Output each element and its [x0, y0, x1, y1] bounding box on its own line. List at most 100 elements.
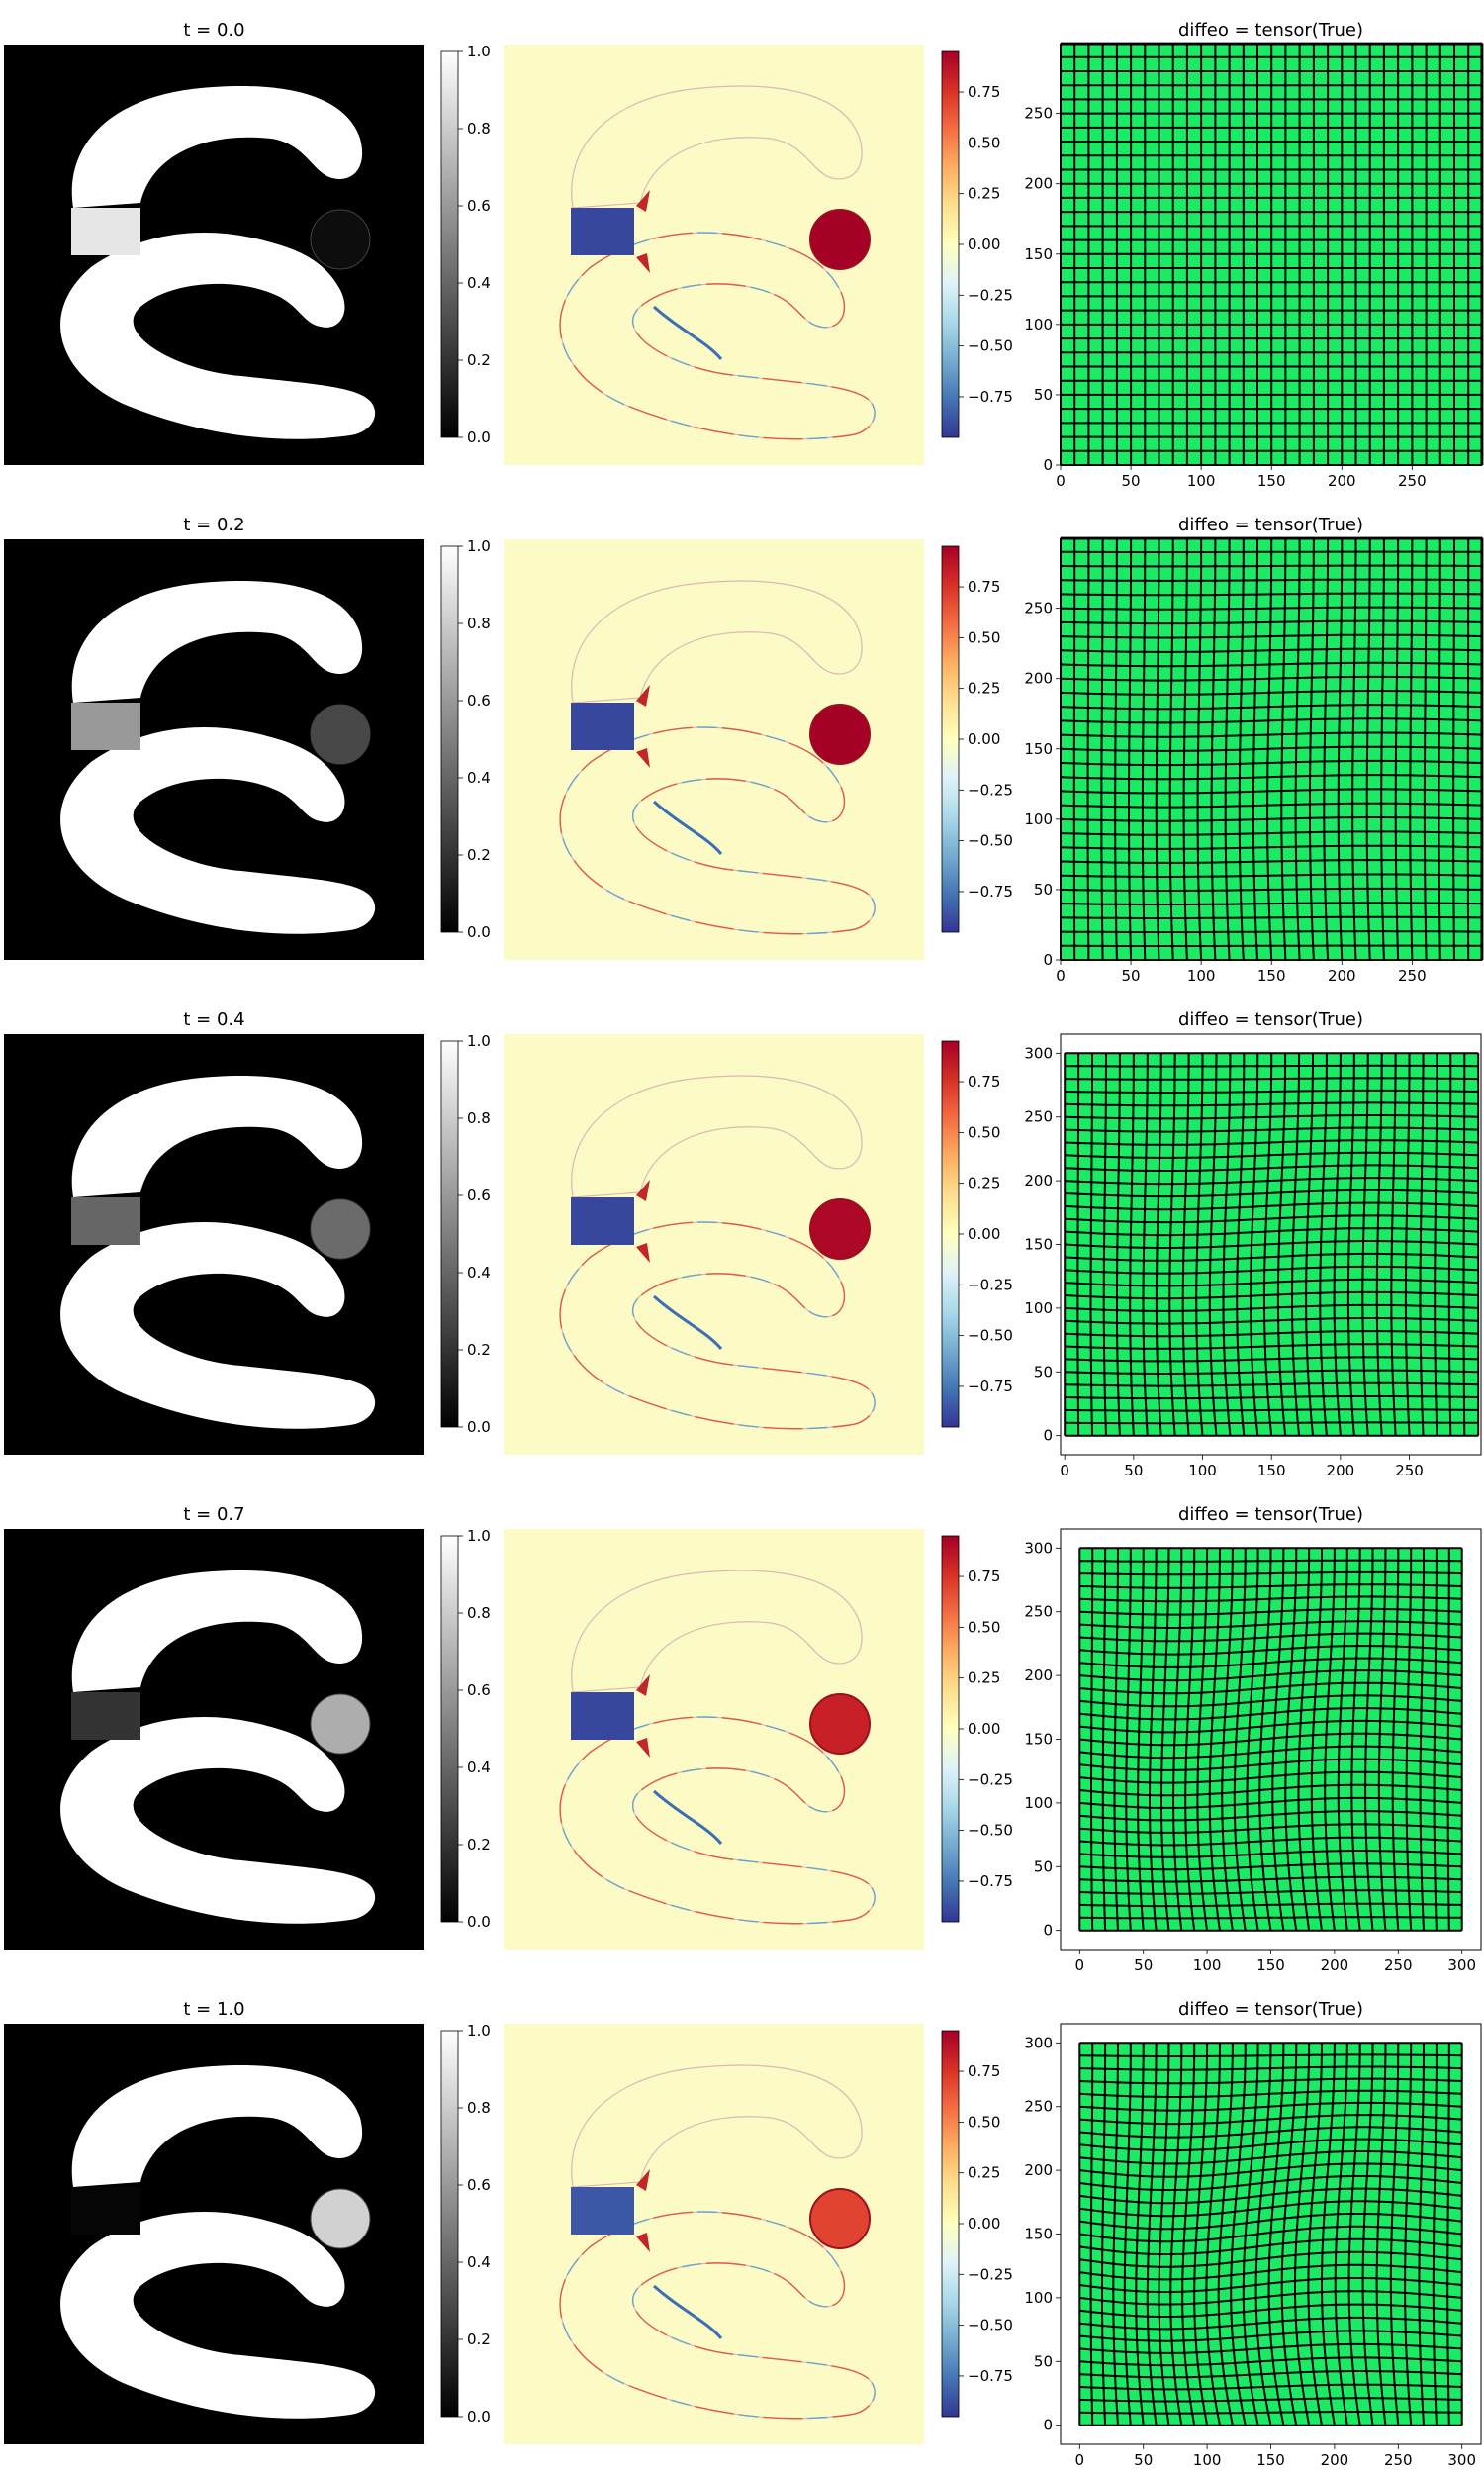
grid-line-horizontal: [1079, 2077, 1462, 2085]
y-tick-label: 200: [1024, 2161, 1053, 2179]
grid-line-vertical: [1452, 537, 1455, 961]
grid-line-horizontal: [1065, 1421, 1479, 1425]
intensity-panel-1: [4, 539, 424, 960]
bridge-edge-red: [636, 190, 650, 273]
x-tick-label: 0: [1075, 1956, 1085, 1974]
colorbar-tick-label: −0.25: [968, 781, 1013, 799]
difference-panel-0: [504, 45, 924, 465]
grid-line-vertical: [1447, 1053, 1452, 1436]
grid-axes-frame: [1060, 538, 1482, 961]
blue-streak: [653, 2284, 723, 2339]
colorbar-tick-label: 0.2: [467, 846, 491, 864]
y-tick-label: 250: [1024, 1603, 1053, 1621]
colorbar-gradient: [440, 1040, 459, 1428]
grid-title-1: diffeo = tensor(True): [1178, 515, 1363, 535]
y-tick-label: 0: [1043, 1427, 1053, 1445]
x-tick-label: 150: [1256, 1956, 1285, 1974]
y-tick-label: 200: [1024, 670, 1053, 688]
bridge-region: [571, 2187, 634, 2235]
colorbar-rdylbu-3: −0.75 −0.50 −0.25 0.00 0.25 0.50 0.75: [941, 1535, 1013, 1923]
grid-line-vertical: [1090, 1548, 1094, 1931]
bridge-edge-red: [636, 2169, 650, 2252]
c-shape-upper-arm: [71, 581, 363, 703]
colorbar-gray-1: 0.0 0.2 0.4 0.6 0.8 1.0: [440, 537, 491, 941]
bridge-edge-red: [636, 1180, 650, 1263]
y-tick-label: 300: [1024, 2034, 1053, 2051]
grid-line-vertical: [1446, 1548, 1450, 1931]
grid-line-vertical: [1423, 537, 1428, 961]
bridge-edge-red: [636, 1674, 650, 1758]
c-shape-upper-arm: [71, 2065, 363, 2187]
blue-streak: [653, 1789, 723, 1845]
colorbar-tick-label: 0.2: [467, 1836, 491, 1854]
colorbar-tick-label: −0.75: [968, 883, 1013, 901]
grid-line-vertical: [1405, 1548, 1413, 1931]
blue-streak: [653, 1294, 723, 1350]
x-tick-label: 0: [1056, 472, 1066, 490]
difference-panel-3: [504, 1529, 924, 1950]
colorbar-gradient: [440, 545, 459, 933]
colorbar-gradient: [440, 2030, 459, 2418]
y-tick-label: 300: [1024, 1044, 1053, 1062]
bridge-region: [71, 703, 140, 750]
difference-panel-2: [504, 1034, 924, 1455]
bridge-region: [571, 1692, 634, 1740]
colorbar-tick-label: 0.25: [968, 1175, 1000, 1192]
colorbar-tick-label: −0.75: [968, 1378, 1013, 1395]
colorbar-tick-label: 0.75: [968, 578, 1000, 596]
x-tick-label: 300: [1447, 2451, 1476, 2469]
difference-edge-red: [559, 1716, 876, 1925]
colorbar-tick-label: 0.8: [467, 2099, 491, 2117]
colorbar-tick-label: 0.75: [968, 83, 1000, 101]
grid-line-vertical: [1438, 537, 1441, 961]
bridge-region: [71, 1197, 140, 1245]
y-tick-label: 50: [1034, 1363, 1053, 1380]
grid-line-vertical: [1462, 1053, 1466, 1436]
y-tick-label: 100: [1024, 1299, 1053, 1317]
difference-panel-1: [504, 539, 924, 960]
circle-region: [310, 1693, 371, 1755]
colorbar-tick-label: −0.75: [968, 2367, 1013, 2385]
grid-line-vertical: [1419, 1548, 1425, 1931]
y-tick-label: 150: [1024, 1731, 1053, 1749]
c-shape-upper-arm: [571, 1075, 863, 1198]
intensity-title-1: t = 0.2: [183, 515, 244, 535]
colorbar-gradient: [941, 1040, 960, 1428]
difference-edge-red: [559, 1221, 876, 1430]
grid-line-vertical: [1404, 2043, 1413, 2426]
bridge-region: [571, 208, 634, 255]
grid-line-horizontal: [1065, 1114, 1479, 1120]
grid-line-horizontal: [1079, 1916, 1462, 1920]
grid-title-3: diffeo = tensor(True): [1178, 1504, 1363, 1525]
colorbar-tick-label: 0.4: [467, 2253, 491, 2271]
circle-region: [310, 209, 371, 270]
colorbar-tick-label: 0.4: [467, 769, 491, 787]
colorbar-tick-label: −0.75: [968, 388, 1013, 406]
colorbar-tick-label: −0.25: [968, 2265, 1013, 2283]
colorbar-gradient: [440, 50, 459, 438]
colorbar-tick-label: −0.50: [968, 337, 1013, 355]
c-shape-lower-arm: [60, 1717, 376, 1924]
grid-line-vertical: [1100, 537, 1104, 961]
colorbar-tick-label: 0.75: [968, 2062, 1000, 2080]
colorbar-gray-2: 0.0 0.2 0.4 0.6 0.8 1.0: [440, 1032, 491, 1436]
y-tick-label: 50: [1034, 2352, 1053, 2370]
grid-line-horizontal: [1079, 2065, 1462, 2071]
y-tick-label: 250: [1024, 1108, 1053, 1126]
y-tick-label: 150: [1024, 1236, 1053, 1254]
colorbar-tick-label: 0.0: [467, 2408, 491, 2426]
x-tick-label: 250: [1384, 2451, 1413, 2469]
y-tick-label: 150: [1024, 2226, 1053, 2243]
colorbar-rdylbu-1: −0.75 −0.50 −0.25 0.00 0.25 0.50 0.75: [941, 545, 1013, 933]
y-tick-label: 50: [1034, 1857, 1053, 1875]
colorbar-rdylbu-0: −0.75 −0.50 −0.25 0.00 0.25 0.50 0.75: [941, 50, 1013, 438]
colorbar-tick-label: 0.0: [467, 428, 491, 446]
colorbar-tick-label: 0.50: [968, 134, 1000, 151]
grid-line-horizontal: [1065, 1101, 1479, 1107]
x-tick-label: 200: [1328, 472, 1356, 490]
colorbar-tick-label: −0.50: [968, 2317, 1013, 2334]
grid-line-horizontal: [1065, 1089, 1479, 1094]
colorbar-tick-label: 0.00: [968, 2215, 1000, 2233]
circle-region: [809, 1693, 871, 1755]
grid-line-horizontal: [1060, 578, 1483, 582]
